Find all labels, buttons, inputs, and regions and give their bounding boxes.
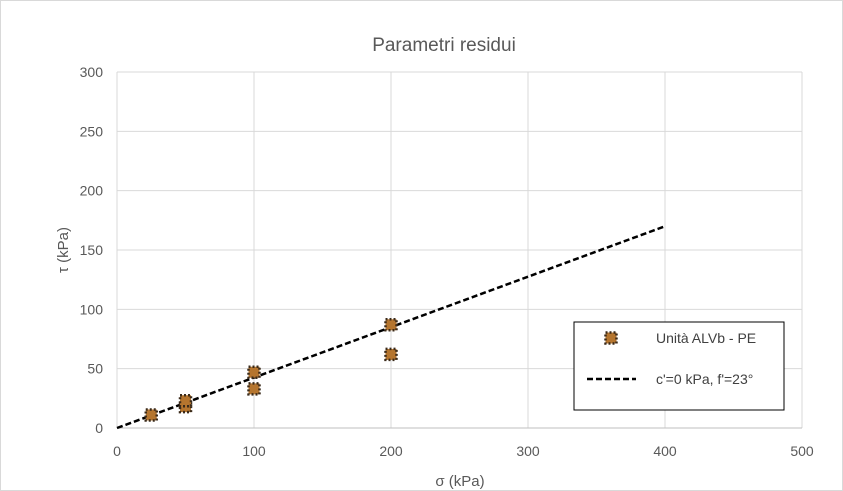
data-point — [247, 365, 261, 379]
plot-area — [116, 225, 666, 430]
x-tick-label: 500 — [790, 443, 814, 459]
legend: Unità ALVb - PE c'=0 kPa, f'=23° — [573, 321, 785, 411]
axes: 0 50 100 150 200 250 300 0 100 200 300 400 500 — [80, 64, 814, 459]
y-axis-title: τ (kPa) — [55, 227, 72, 273]
x-tick-label: 400 — [653, 443, 677, 459]
x-axis-title: σ (kPa) — [435, 473, 484, 490]
data-point — [247, 382, 261, 396]
x-tick-label: 0 — [113, 443, 121, 459]
y-tick-label: 200 — [80, 183, 104, 199]
x-tick-label: 300 — [516, 443, 540, 459]
legend-label-line: c'=0 kPa, f'=23° — [656, 371, 753, 387]
data-point — [144, 408, 158, 422]
y-tick-label: 250 — [80, 123, 104, 139]
data-point — [384, 347, 398, 362]
x-tick-label: 100 — [242, 443, 266, 459]
x-tick-label: 200 — [379, 443, 403, 459]
data-point — [384, 318, 398, 332]
y-tick-label: 100 — [80, 301, 104, 317]
y-tick-label: 50 — [87, 361, 103, 377]
legend-marker-scatter — [604, 331, 618, 345]
y-tick-label: 150 — [80, 242, 104, 258]
legend-label-scatter: Unità ALVb - PE — [656, 330, 756, 346]
y-tick-label: 0 — [95, 420, 103, 436]
y-tick-label: 300 — [80, 64, 104, 80]
data-point — [178, 393, 193, 408]
chart-title: Parametri residui — [372, 35, 516, 56]
legend-marker-square — [604, 331, 618, 345]
